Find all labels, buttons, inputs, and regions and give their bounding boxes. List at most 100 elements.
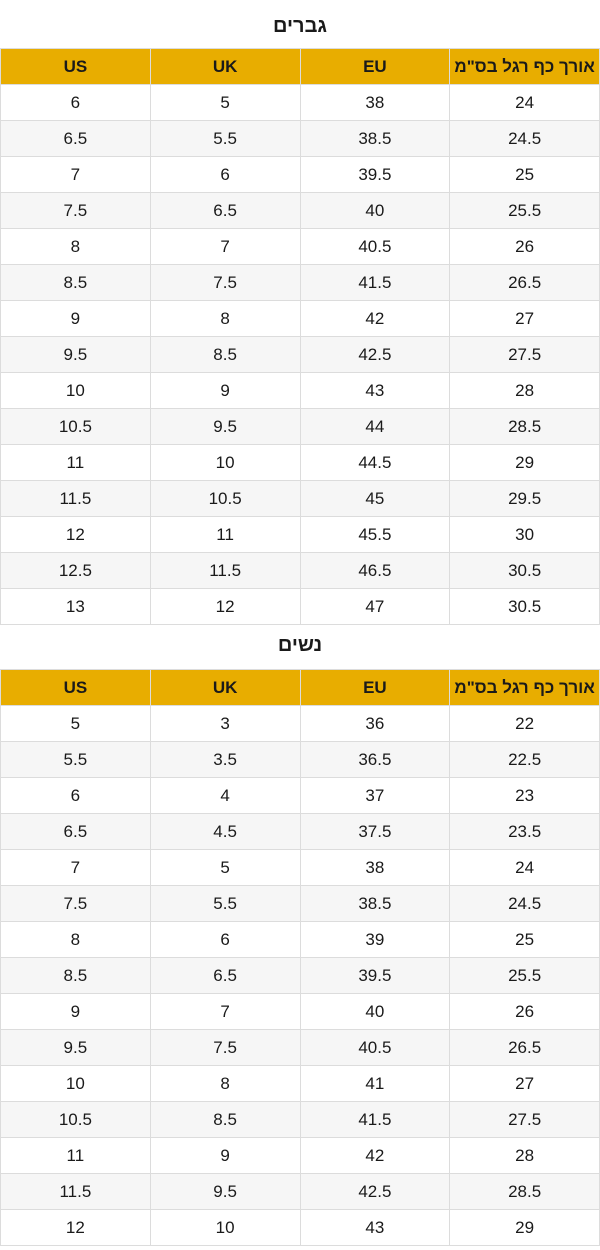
table-row: 11.5 9.5 42.5 28.5: [0, 1173, 600, 1210]
us-size-cell: 9.5: [0, 1029, 151, 1066]
column-header-uk: UK: [149, 48, 301, 85]
foot-length-cell: 29: [449, 1209, 600, 1246]
foot-length-cell: 26.5: [449, 264, 600, 301]
uk-size-cell: 6.5: [149, 957, 301, 994]
uk-size-cell: 11: [149, 516, 301, 553]
table-row: 12 10 43 29: [0, 1209, 600, 1246]
uk-size-cell: 10: [149, 444, 301, 481]
foot-length-cell: 27: [449, 1065, 600, 1102]
us-size-cell: 8.5: [0, 264, 151, 301]
uk-size-cell: 8.5: [149, 336, 301, 373]
us-size-cell: 6.5: [0, 120, 151, 157]
table-row: 6 4 37 23: [0, 777, 600, 814]
us-size-cell: 10: [0, 372, 151, 409]
uk-size-cell: 9.5: [149, 408, 301, 445]
men-section: גברים US UK EU אורך כף רגל בס"מ 6 5 38 24 6.…: [0, 15, 600, 625]
foot-length-cell: 30.5: [449, 552, 600, 589]
uk-size-cell: 10.5: [149, 480, 301, 517]
uk-size-cell: 4.5: [149, 813, 301, 850]
foot-length-cell: 25.5: [449, 192, 600, 229]
uk-size-cell: 5: [149, 849, 301, 886]
eu-size-cell: 39.5: [299, 957, 451, 994]
eu-size-cell: 40: [299, 192, 451, 229]
eu-size-cell: 41: [299, 1065, 451, 1102]
us-size-cell: 6: [0, 777, 151, 814]
us-size-cell: 11.5: [0, 1173, 151, 1210]
uk-size-cell: 4: [149, 777, 301, 814]
us-size-cell: 8: [0, 228, 151, 265]
table-row: 11 9 42 28: [0, 1137, 600, 1174]
eu-size-cell: 43: [299, 1209, 451, 1246]
uk-size-cell: 7.5: [149, 1029, 301, 1066]
table-row: 10 8 41 27: [0, 1065, 600, 1102]
eu-size-cell: 45.5: [299, 516, 451, 553]
foot-length-cell: 28.5: [449, 1173, 600, 1210]
uk-size-cell: 10: [149, 1209, 301, 1246]
foot-length-cell: 25: [449, 156, 600, 193]
us-size-cell: 5: [0, 705, 151, 742]
uk-size-cell: 6.5: [149, 192, 301, 229]
foot-length-cell: 24.5: [449, 120, 600, 157]
women-size-table: US UK EU אורך כף רגל בס"מ 5 3 36 22 5.5 3.5 36…: [0, 669, 600, 1246]
table-row: 5.5 3.5 36.5 22.5: [0, 741, 600, 778]
uk-size-cell: 9.5: [149, 1173, 301, 1210]
foot-length-cell: 27: [449, 300, 600, 337]
eu-size-cell: 40.5: [299, 1029, 451, 1066]
us-size-cell: 11: [0, 444, 151, 481]
uk-size-cell: 8.5: [149, 1101, 301, 1138]
eu-size-cell: 38.5: [299, 885, 451, 922]
eu-size-cell: 42.5: [299, 336, 451, 373]
foot-length-cell: 24: [449, 849, 600, 886]
uk-size-cell: 3.5: [149, 741, 301, 778]
eu-size-cell: 45: [299, 480, 451, 517]
women-header-row: US UK EU אורך כף רגל בס"מ: [0, 669, 600, 706]
table-row: 12.5 11.5 46.5 30.5: [0, 552, 600, 589]
us-size-cell: 10.5: [0, 408, 151, 445]
foot-length-cell: 24: [449, 84, 600, 121]
us-size-cell: 11: [0, 1137, 151, 1174]
us-size-cell: 7: [0, 156, 151, 193]
us-size-cell: 13: [0, 588, 151, 625]
table-row: 9.5 8.5 42.5 27.5: [0, 336, 600, 373]
eu-size-cell: 41.5: [299, 264, 451, 301]
uk-size-cell: 6: [149, 156, 301, 193]
uk-size-cell: 9: [149, 372, 301, 409]
uk-size-cell: 3: [149, 705, 301, 742]
foot-length-cell: 29.5: [449, 480, 600, 517]
column-header-us: US: [0, 669, 151, 706]
us-size-cell: 7.5: [0, 885, 151, 922]
eu-size-cell: 42: [299, 1137, 451, 1174]
eu-size-cell: 36.5: [299, 741, 451, 778]
table-row: 9 8 42 27: [0, 300, 600, 337]
women-title: נשים: [277, 634, 323, 656]
us-size-cell: 9: [0, 300, 151, 337]
uk-size-cell: 8: [149, 1065, 301, 1102]
eu-size-cell: 39: [299, 921, 451, 958]
foot-length-cell: 30: [449, 516, 600, 553]
foot-length-cell: 25: [449, 921, 600, 958]
eu-size-cell: 42.5: [299, 1173, 451, 1210]
us-size-cell: 12.5: [0, 552, 151, 589]
us-size-cell: 10: [0, 1065, 151, 1102]
us-size-cell: 11.5: [0, 480, 151, 517]
foot-length-cell: 29: [449, 444, 600, 481]
eu-size-cell: 38.5: [299, 120, 451, 157]
eu-size-cell: 40.5: [299, 228, 451, 265]
eu-size-cell: 38: [299, 84, 451, 121]
table-row: 11 10 44.5 29: [0, 444, 600, 481]
us-size-cell: 7: [0, 849, 151, 886]
eu-size-cell: 42: [299, 300, 451, 337]
foot-length-cell: 28.5: [449, 408, 600, 445]
foot-length-cell: 30.5: [449, 588, 600, 625]
table-row: 8 7 40.5 26: [0, 228, 600, 265]
foot-length-cell: 28: [449, 1137, 600, 1174]
foot-length-cell: 22: [449, 705, 600, 742]
eu-size-cell: 39.5: [299, 156, 451, 193]
foot-length-cell: 27.5: [449, 1101, 600, 1138]
uk-size-cell: 8: [149, 300, 301, 337]
eu-size-cell: 36: [299, 705, 451, 742]
table-row: 10 9 43 28: [0, 372, 600, 409]
us-size-cell: 8: [0, 921, 151, 958]
us-size-cell: 6.5: [0, 813, 151, 850]
eu-size-cell: 37: [299, 777, 451, 814]
